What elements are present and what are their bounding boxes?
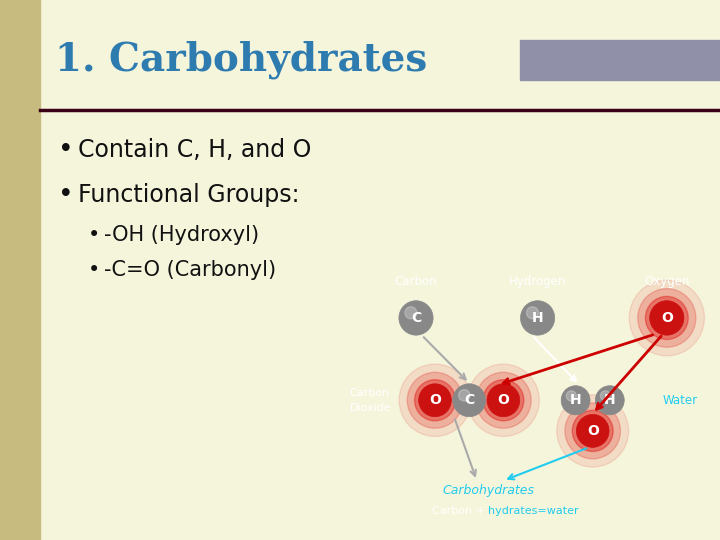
Text: Functional Groups:: Functional Groups: <box>78 183 300 207</box>
Text: Dioxide: Dioxide <box>349 403 391 413</box>
Circle shape <box>487 384 520 417</box>
Circle shape <box>521 301 554 335</box>
Circle shape <box>649 301 684 335</box>
Text: H: H <box>604 393 616 407</box>
Text: •: • <box>58 182 73 208</box>
Circle shape <box>577 414 609 447</box>
Circle shape <box>418 384 451 417</box>
Text: C: C <box>411 311 421 325</box>
Text: H: H <box>570 393 582 407</box>
Circle shape <box>483 380 524 421</box>
Circle shape <box>629 280 704 356</box>
Text: •: • <box>88 225 100 245</box>
Circle shape <box>453 384 485 417</box>
Text: Carbon +: Carbon + <box>432 507 488 516</box>
Circle shape <box>600 391 611 401</box>
Text: Oxygen: Oxygen <box>644 275 690 288</box>
Circle shape <box>565 403 621 459</box>
Circle shape <box>595 386 624 415</box>
Circle shape <box>405 307 417 319</box>
Text: Carbon: Carbon <box>395 275 437 288</box>
Text: -C=O (Carbonyl): -C=O (Carbonyl) <box>104 260 276 280</box>
Bar <box>0 0 40 540</box>
Circle shape <box>415 380 456 421</box>
Circle shape <box>459 389 470 401</box>
Text: O: O <box>429 393 441 407</box>
Text: 1. Carbohydrates: 1. Carbohydrates <box>55 40 427 79</box>
Circle shape <box>476 372 531 428</box>
Circle shape <box>557 395 629 467</box>
Text: Hydrogen: Hydrogen <box>509 275 567 288</box>
Circle shape <box>638 289 696 347</box>
Circle shape <box>399 364 471 436</box>
Text: Carbohydrates: Carbohydrates <box>442 484 534 497</box>
Circle shape <box>645 296 688 340</box>
Text: hydrates=water: hydrates=water <box>488 507 579 516</box>
Text: O: O <box>498 393 509 407</box>
Text: •: • <box>88 260 100 280</box>
Circle shape <box>526 307 539 319</box>
Text: Carbon: Carbon <box>349 388 390 397</box>
Circle shape <box>566 391 576 401</box>
Bar <box>520 40 720 80</box>
Text: -OH (Hydroxyl): -OH (Hydroxyl) <box>104 225 259 245</box>
Text: O: O <box>587 424 598 438</box>
Text: Water: Water <box>663 394 698 407</box>
Circle shape <box>561 386 590 415</box>
Circle shape <box>467 364 539 436</box>
Text: H: H <box>532 311 544 325</box>
Text: •: • <box>58 137 73 163</box>
Text: Contain C, H, and O: Contain C, H, and O <box>78 138 311 162</box>
Circle shape <box>572 410 613 451</box>
Circle shape <box>408 372 463 428</box>
Text: O: O <box>661 311 672 325</box>
Text: C: C <box>464 393 474 407</box>
Circle shape <box>399 301 433 335</box>
